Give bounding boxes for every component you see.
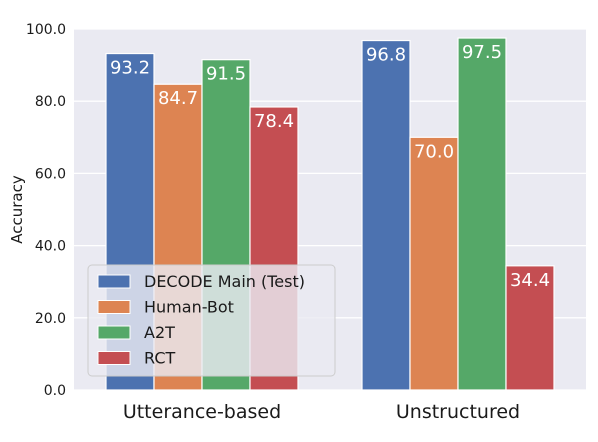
y-tick-label: 60.0: [35, 166, 66, 182]
legend-entry-label: A2T: [144, 323, 175, 342]
bar-value-label: 91.5: [206, 64, 246, 85]
bar-value-label: 70.0: [414, 141, 454, 162]
legend-entry-label: DECODE Main (Test): [144, 272, 305, 291]
bar-value-label: 84.7: [158, 88, 198, 109]
legend-swatch: [97, 300, 131, 314]
legend-swatch: [97, 325, 131, 340]
bar-value-label: 34.4: [510, 270, 550, 291]
bar: [361, 39, 411, 391]
y-tick-label: 80.0: [35, 94, 66, 110]
legend-swatch: [97, 351, 131, 365]
data-labels: 93.2 84.7 91.5 78.4 96.8 70.0 97.5 34.4: [110, 42, 550, 291]
x-tick-label: Unstructured: [396, 401, 520, 423]
bar: [409, 136, 459, 391]
legend-entry-label: Human-Bot: [144, 298, 234, 317]
bar-value-label: 97.5: [462, 42, 502, 63]
bar-value-label: 78.4: [254, 111, 294, 132]
y-tick-label: 0.0: [44, 383, 66, 399]
legend: DECODE Main (Test) Human-Bot A2T RCT: [87, 264, 336, 377]
x-tick-label: Utterance-based: [123, 401, 281, 423]
legend-entry-label: RCT: [144, 349, 175, 368]
bar: [457, 37, 507, 391]
y-tick-label: 20.0: [35, 311, 66, 327]
y-axis-title: Accuracy: [8, 175, 26, 244]
y-axis-ticks: 0.0 20.0 40.0 60.0 80.0 100.0: [26, 22, 66, 399]
y-tick-label: 100.0: [26, 22, 66, 38]
x-axis-ticks: Utterance-based Unstructured: [123, 401, 520, 423]
legend-box: [87, 264, 336, 377]
bar-value-label: 96.8: [366, 45, 406, 66]
y-tick-label: 40.0: [35, 239, 66, 255]
legend-swatch: [97, 274, 131, 289]
bar-value-label: 93.2: [110, 58, 150, 79]
bar: [505, 265, 555, 391]
